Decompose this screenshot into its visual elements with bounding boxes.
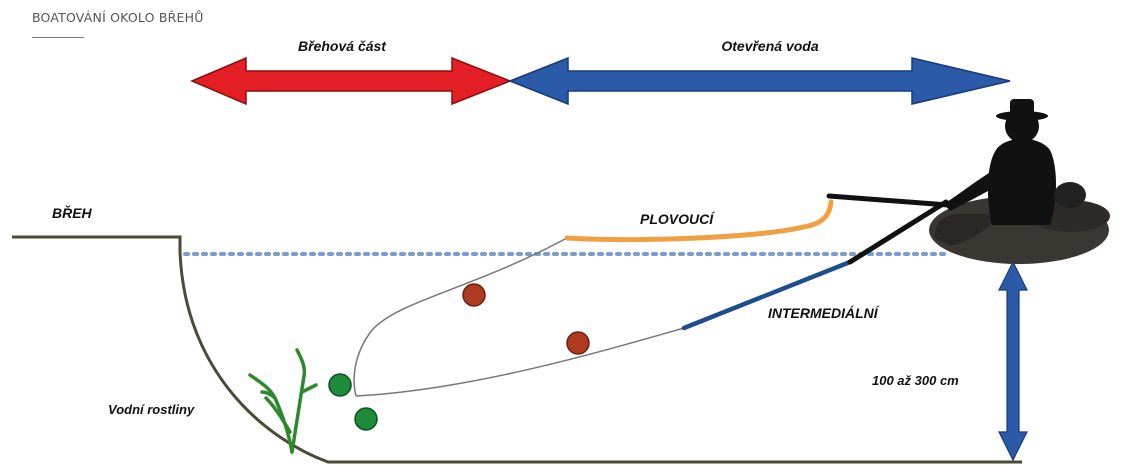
aquatic-plants-label: Vodní rostliny bbox=[108, 402, 195, 417]
depth-arrow bbox=[998, 260, 1028, 462]
aquatic-plants-icon bbox=[248, 348, 318, 454]
open-water-arrow bbox=[507, 56, 1011, 106]
bead-floating bbox=[462, 283, 486, 307]
rod-floating bbox=[826, 193, 951, 208]
depth-label: 100 až 300 cm bbox=[872, 373, 959, 388]
shore-label: BŘEH bbox=[52, 204, 93, 221]
floating-leader bbox=[353, 237, 568, 397]
bead-intermediate bbox=[566, 331, 590, 355]
intermediate-line bbox=[681, 259, 853, 331]
rod-intermediate bbox=[847, 199, 949, 265]
floating-line bbox=[564, 199, 834, 242]
intermediate-line-label: INTERMEDIÁLNÍ bbox=[768, 305, 880, 321]
shore-zone-arrow bbox=[190, 56, 513, 106]
intermediate-leader bbox=[355, 327, 685, 397]
page-header: BOATOVÁNÍ OKOLO BŘEHŮ bbox=[32, 10, 204, 25]
weight-lower bbox=[354, 407, 378, 431]
shore-bottom-profile bbox=[12, 235, 1022, 464]
floating-line-label: PLOVOUCÍ bbox=[640, 211, 715, 227]
weight-upper bbox=[328, 373, 352, 397]
open-water-label: Otevřená voda bbox=[721, 38, 818, 54]
header-underline bbox=[32, 37, 84, 38]
shore-zone-label: Břehová část bbox=[298, 38, 387, 54]
angler-in-boat-icon bbox=[929, 99, 1110, 264]
